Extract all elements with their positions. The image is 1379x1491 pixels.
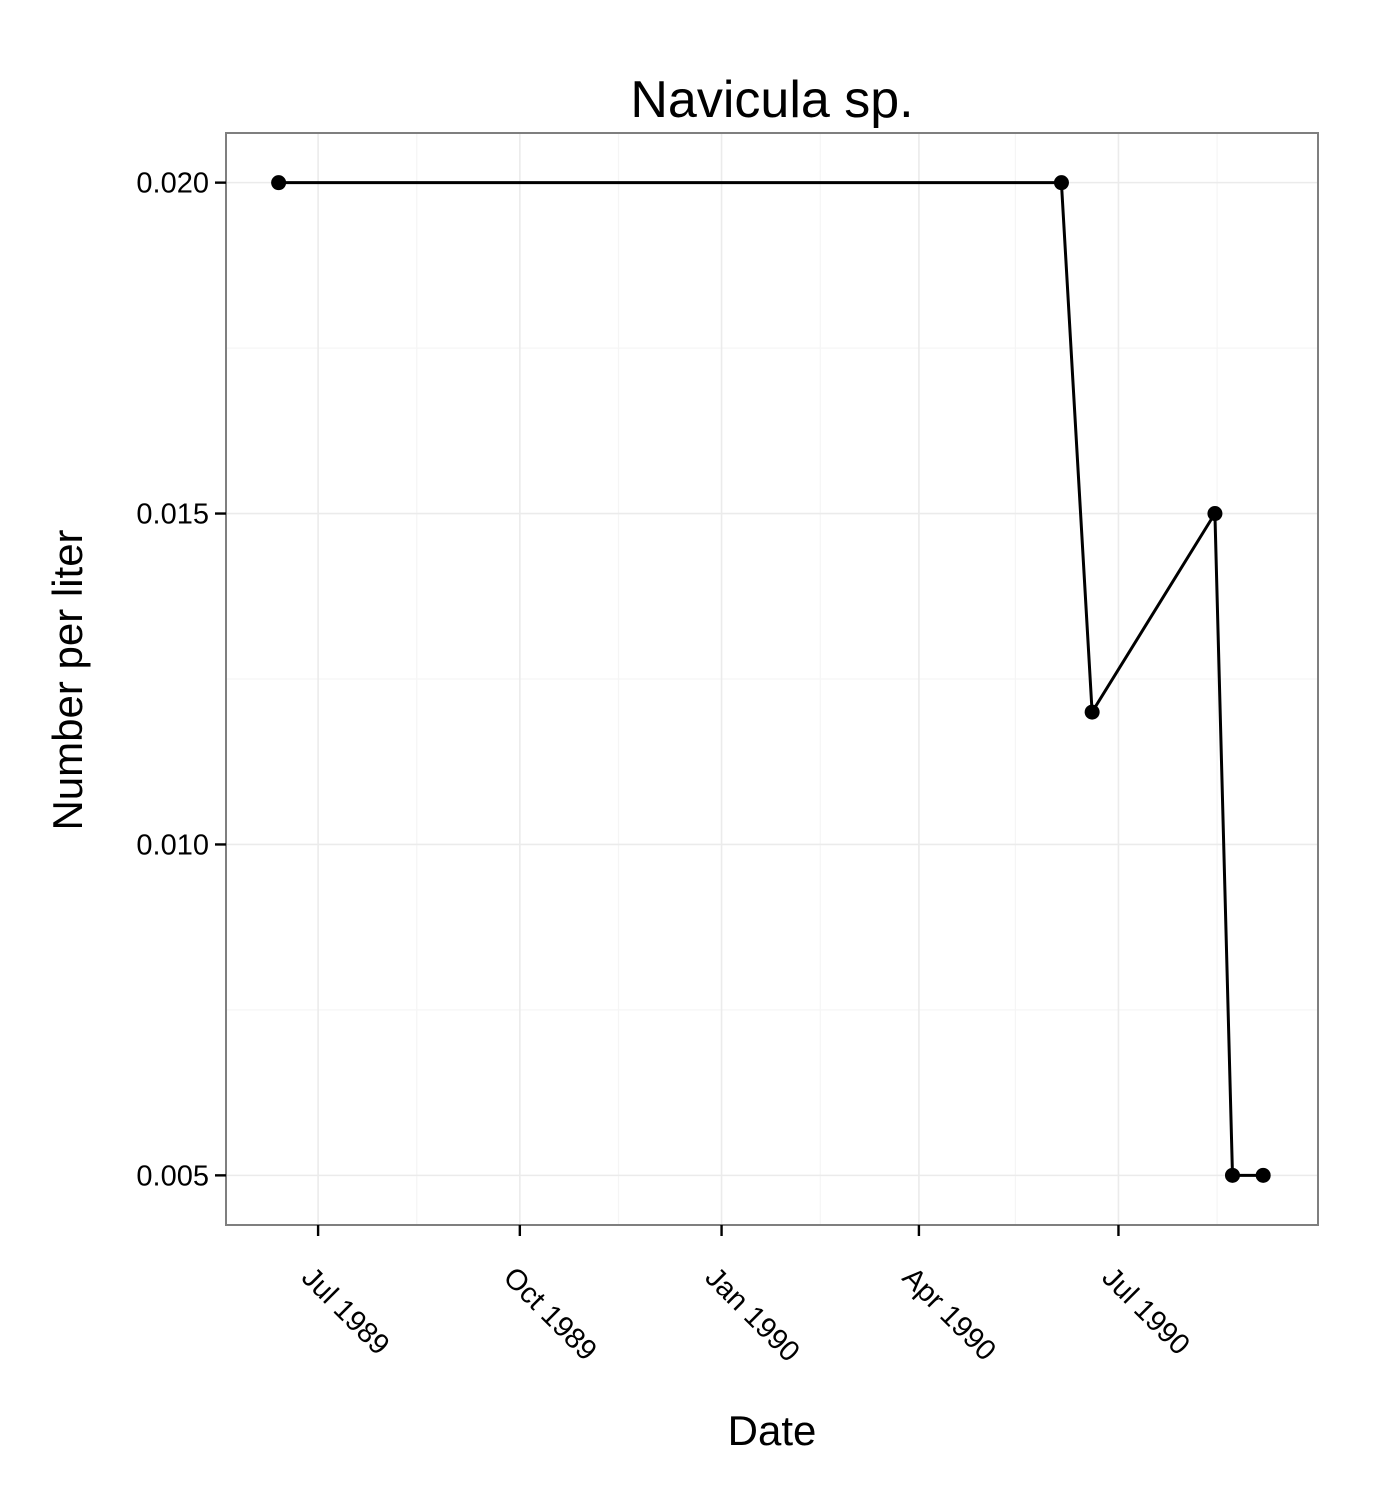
data-point bbox=[1224, 1167, 1240, 1183]
chart-title: Navicula sp. bbox=[630, 71, 913, 129]
data-point bbox=[1084, 704, 1100, 720]
data-point bbox=[1053, 175, 1069, 191]
y-tick-label: 0.010 bbox=[136, 829, 209, 861]
x-axis-title: Date bbox=[728, 1407, 817, 1454]
minor-gridlines bbox=[226, 133, 1318, 1225]
series-layer bbox=[271, 175, 1271, 1183]
y-tick-label: 0.005 bbox=[136, 1160, 209, 1192]
data-point bbox=[1207, 506, 1223, 522]
plot-panel-border bbox=[225, 132, 1319, 1226]
y-tick-label: 0.015 bbox=[136, 499, 209, 531]
data-point bbox=[271, 175, 287, 191]
data-point bbox=[1255, 1167, 1271, 1183]
y-axis-title: Number per liter bbox=[44, 529, 91, 830]
y-axis: 0.005 0.010 0.015 0.020 bbox=[136, 168, 226, 1192]
y-tick-label: 0.020 bbox=[136, 168, 209, 200]
